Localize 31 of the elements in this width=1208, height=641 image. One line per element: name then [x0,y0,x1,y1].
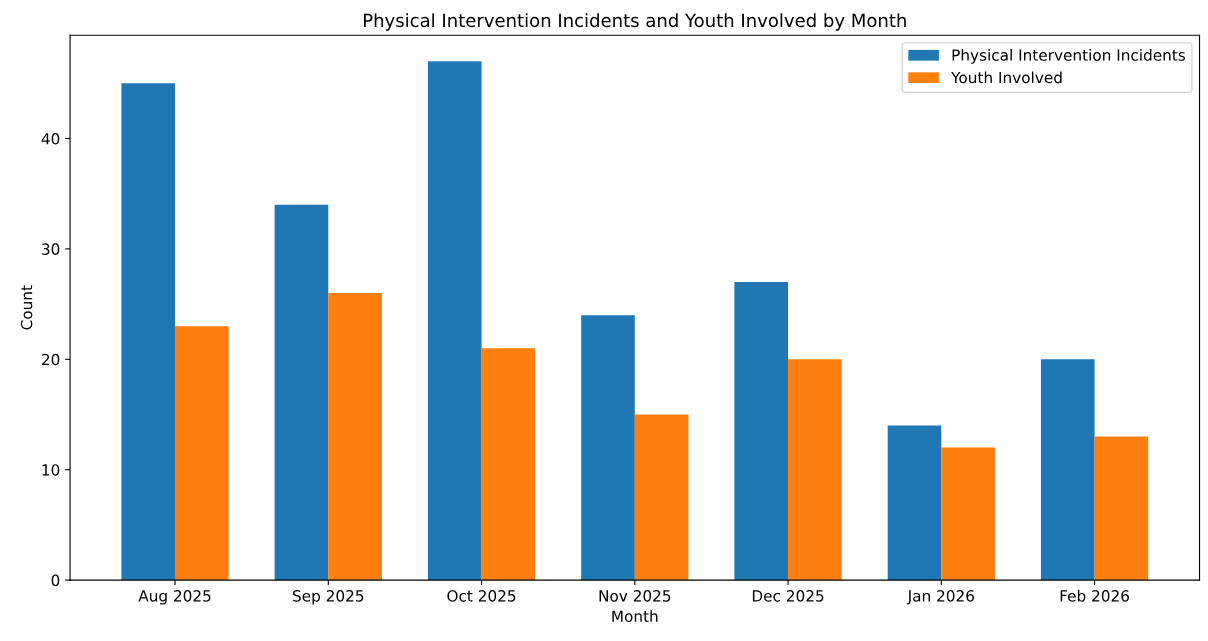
y-tick-label: 10 [42,464,60,476]
bar [1094,436,1149,581]
x-tick-label: Sep 2025 [293,590,364,605]
bar [427,61,482,581]
legend-label: Youth Involved [951,71,1062,84]
y-tick-label: 40 [41,132,60,145]
x-tick-label: Nov 2025 [599,590,671,602]
x-tick-label: Jan 2026 [906,590,974,605]
bar [1040,359,1095,581]
x-axis-title: Month [612,610,658,622]
bar [887,425,942,581]
bar [788,359,842,581]
bar [274,204,329,581]
x-tick-label: Feb 2026 [1060,589,1129,602]
bar [328,293,382,581]
bar [175,326,229,581]
bar [481,348,536,581]
y-tick-label: 0 [51,574,60,587]
bar [634,414,689,581]
x-tick-label: Aug 2025 [138,590,211,605]
y-tick-label: 20 [42,353,60,366]
chart-title: Physical Intervention Incidents and Youth Involved by Month [363,13,906,31]
legend-label: Physical Intervention Incidents [952,49,1186,64]
bar [581,315,635,581]
bar [734,282,789,581]
y-axis-title: Count [20,285,33,330]
bar [121,83,176,581]
bar [941,447,995,581]
x-tick-label: Dec 2025 [752,590,824,602]
x-tick-label: Oct 2025 [447,590,516,602]
y-tick-label: 30 [42,243,60,255]
